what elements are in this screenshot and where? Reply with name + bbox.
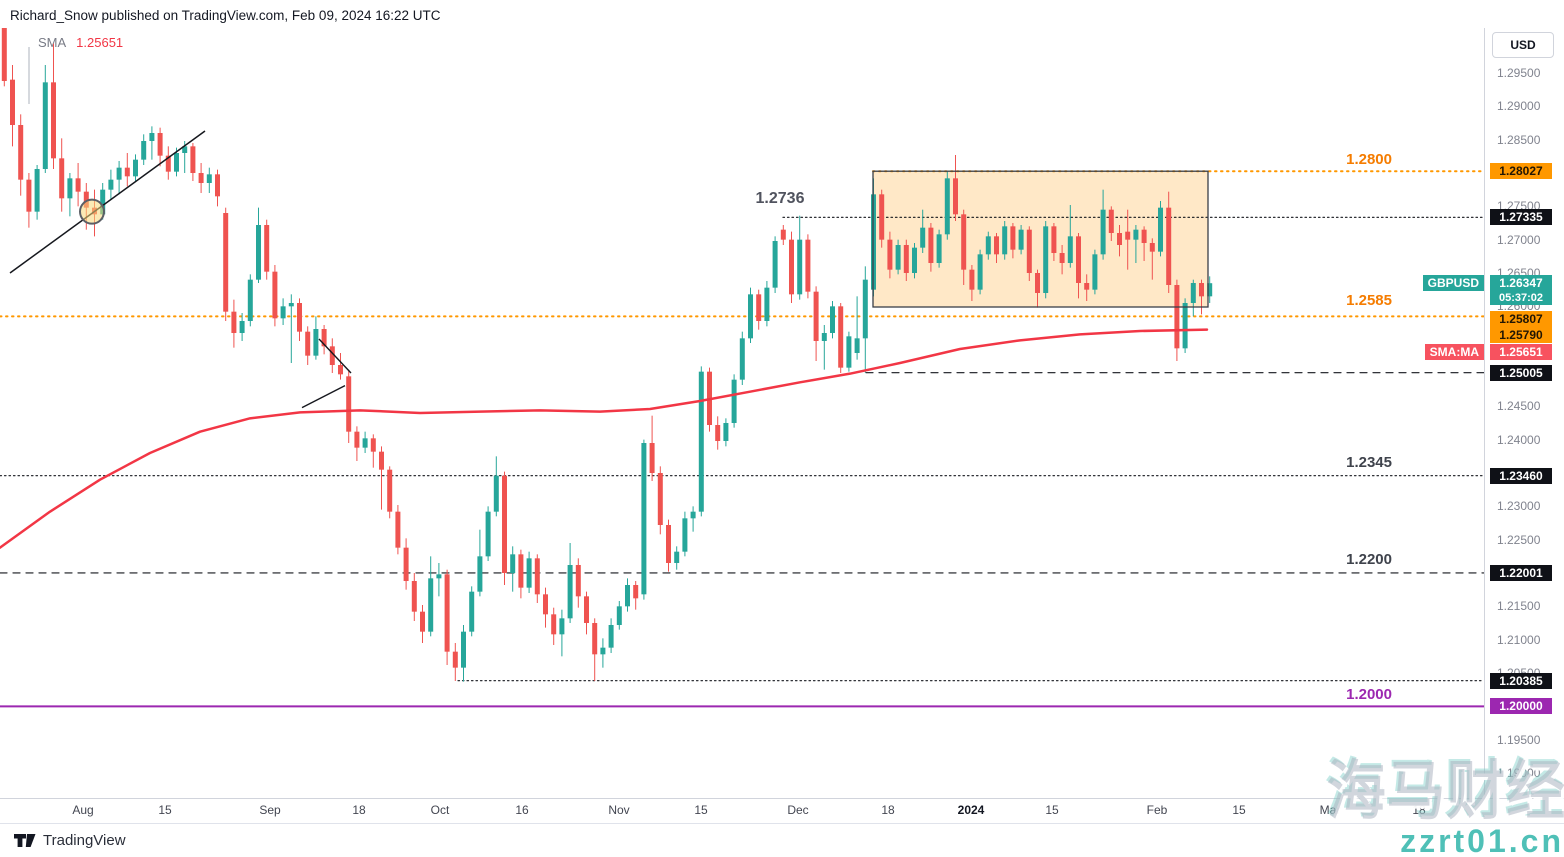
publish-attribution: Richard_Snow published on TradingView.co…: [10, 8, 441, 23]
axis-price-label: 1.26347: [1490, 275, 1552, 292]
axis-time-tick: Feb: [1146, 803, 1168, 817]
candlestick-series: [1, 28, 1213, 682]
axis-price-label: 1.23460: [1490, 467, 1552, 484]
range-box-border: [872, 170, 1209, 308]
pennant-line: [318, 338, 352, 374]
axis-price-label: 1.20000: [1490, 698, 1552, 715]
indicator-legend[interactable]: SMA 1.25651: [38, 35, 123, 50]
axis-time-tick: 2024: [957, 803, 985, 817]
sma-line: [0, 328, 1209, 549]
price-annotation: 1.2736: [756, 190, 805, 207]
axis-price-label: 1.28027: [1490, 163, 1552, 180]
axis-time-tick: Oct: [430, 803, 450, 817]
axis-price-tick: 1.21000: [1497, 632, 1541, 647]
axis-time-tick: 18: [1412, 803, 1426, 817]
axis-time-tick: Sep: [259, 803, 281, 817]
axis-time-tick: Dec: [787, 803, 809, 817]
axis-time-tick: Nov: [608, 803, 630, 817]
chart-pane: [0, 28, 1484, 708]
time-axis[interactable]: Aug 15 Sep 18 Oct 16 Nov 15 Dec 18 2024 15 Feb 15 Mar 1…: [0, 798, 1564, 824]
tradingview-logo-icon[interactable]: [14, 833, 36, 848]
axis-time-tick: 15: [694, 803, 708, 817]
currency-button[interactable]: USD: [1492, 32, 1554, 58]
axis-time-tick: Mar: [1319, 803, 1341, 817]
axis-price-tick: 1.29500: [1497, 66, 1541, 80]
axis-price-tick: 1.21500: [1497, 599, 1541, 614]
tradingview-logo-text[interactable]: TradingView: [43, 831, 126, 849]
axis-price-label: 1.25651: [1490, 344, 1552, 360]
bar-countdown: 05:37:02: [1490, 291, 1552, 306]
price-annotation: 1.2200: [1346, 551, 1392, 568]
pennant-line: [301, 385, 346, 409]
axis-price-tick: 1.24000: [1497, 432, 1541, 447]
price-annotation: 1.2000: [1346, 686, 1392, 703]
sma-tag: SMA:MA: [1424, 344, 1484, 360]
axis-price-label: 1.22001: [1490, 564, 1552, 581]
axis-price-label: 1.20385: [1490, 672, 1552, 689]
axis-price-tick: 1.27000: [1497, 232, 1541, 247]
indicator-name: SMA: [38, 35, 67, 50]
indicator-value: 1.25651: [76, 35, 124, 50]
axis-time-tick: Aug: [72, 803, 94, 817]
trendline: [9, 130, 206, 274]
axis-price-label: 1.25807: [1490, 311, 1552, 328]
axis-time-tick: 16: [515, 803, 529, 817]
axis-price-tick: 1.24500: [1497, 399, 1541, 414]
axis-price-tick: 1.22500: [1497, 532, 1541, 547]
axis-price-label: 1.27335: [1490, 209, 1552, 226]
axis-price-tick: 1.29000: [1497, 99, 1541, 114]
symbol-tag: GBPUSD: [1422, 275, 1484, 292]
axis-price-tick: 1.19500: [1497, 732, 1541, 747]
price-annotation: 1.2345: [1346, 454, 1392, 471]
axis-time-tick: 18: [881, 803, 895, 817]
axis-price-tick: 1.28500: [1497, 132, 1541, 147]
axis-price-tick: 1.19000: [1497, 766, 1541, 780]
circle-marker: [79, 198, 105, 225]
axis-time-tick: 15: [158, 803, 172, 817]
price-axis[interactable]: 1.29500 1.29000 1.28500 1.27500 1.27000 1.265…: [1484, 28, 1564, 822]
axis-time-tick: 18: [352, 803, 366, 817]
price-annotation: 1.2800: [1346, 151, 1392, 168]
axis-price-label: 1.25005: [1490, 364, 1552, 381]
axis-price-tick: 1.23000: [1497, 499, 1541, 514]
axis-price-label: 1.25790: [1490, 327, 1552, 343]
footer: TradingView: [14, 828, 126, 852]
axis-time-tick: 15: [1045, 803, 1059, 817]
axis-time-tick: 15: [1232, 803, 1246, 817]
price-annotation: 1.2585: [1346, 292, 1392, 309]
